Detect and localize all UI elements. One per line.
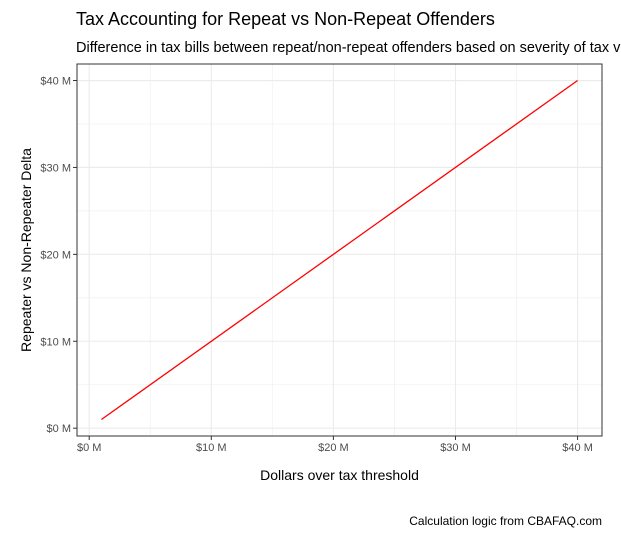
series-layer (101, 79, 578, 421)
y-tick-label: $10 M (40, 336, 71, 348)
x-tick-label: $0 M (77, 442, 101, 454)
plot-panel-border (76, 63, 603, 437)
x-tick-label: $20 M (318, 442, 349, 454)
y-tick-label: $40 M (40, 76, 71, 88)
y-axis-title: Repeater vs Non-Repeater Delta (18, 148, 34, 352)
x-axis-title: Dollars over tax threshold (260, 467, 419, 483)
x-tick-label: $40 M (562, 442, 593, 454)
grid-major (77, 64, 602, 436)
x-tick-label: $30 M (440, 442, 471, 454)
y-tick-label: $20 M (40, 249, 71, 261)
chart-subtitle: Difference in tax bills between repeat/n… (76, 40, 621, 56)
x-axis: $0 M $10 M $20 M $30 M $40 M (77, 436, 593, 454)
y-tick-label: $30 M (40, 162, 71, 174)
y-axis: $0 M $10 M $20 M $30 M $40 M (40, 76, 77, 435)
chart-caption: Calculation logic from CBAFAQ.com (409, 514, 602, 528)
y-tick-label: $0 M (47, 423, 71, 435)
x-tick-label: $10 M (196, 442, 227, 454)
series-line (101, 79, 578, 421)
chart-title: Tax Accounting for Repeat vs Non-Repeat … (76, 9, 495, 29)
grid-minor (77, 64, 602, 436)
